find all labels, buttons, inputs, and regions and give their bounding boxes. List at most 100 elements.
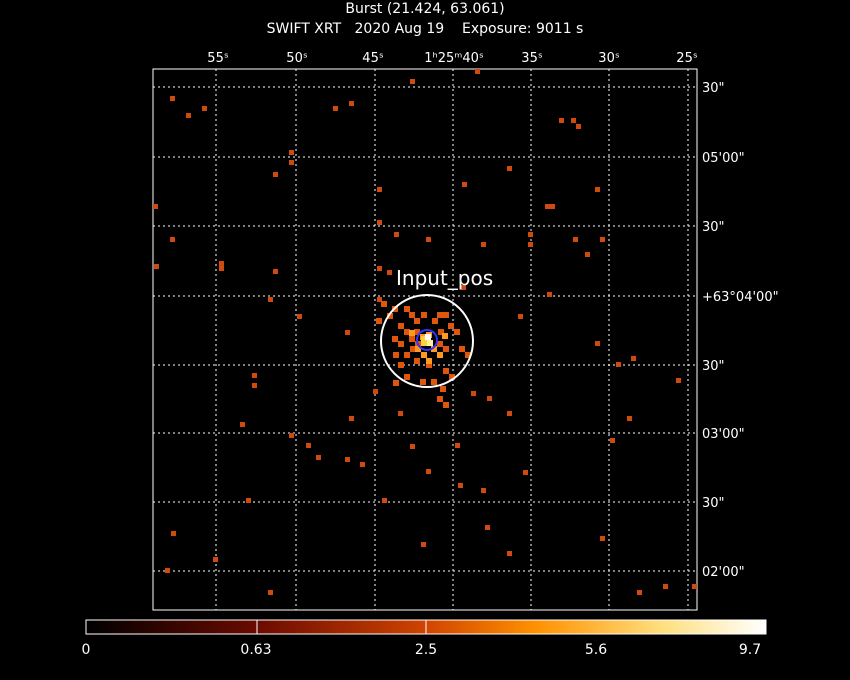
photon-pixel <box>692 584 697 589</box>
photon-pixel <box>373 389 378 394</box>
photon-pixel <box>153 204 158 209</box>
photon-pixel <box>186 113 191 118</box>
dec-tick-label: 03'00" <box>702 427 745 442</box>
photon-pixel <box>421 336 431 346</box>
photon-pixel <box>573 237 578 242</box>
ra-tick-label: 1ʰ25ᵐ40ˢ <box>424 51 484 66</box>
colorbar-label: 5.6 <box>584 642 608 658</box>
photon-pixel <box>306 443 311 448</box>
photon-pixel <box>170 96 175 101</box>
photon-pixel <box>404 329 410 335</box>
photon-pixel <box>421 352 427 358</box>
photon-pixel <box>550 204 555 209</box>
ra-tick-label: 35ˢ <box>521 51 543 66</box>
photon-pixel <box>404 306 410 312</box>
photon-pixel <box>398 411 403 416</box>
ra-tick-label: 55ˢ <box>207 51 229 66</box>
photon-pixel <box>219 261 224 266</box>
photon-pixel <box>432 318 438 324</box>
photon-pixel <box>437 341 443 347</box>
photon-pixel <box>268 590 273 595</box>
photon-pixel <box>507 551 512 556</box>
photon-pixel <box>559 118 564 123</box>
photon-pixel <box>289 160 294 165</box>
photon-pixel <box>268 297 273 302</box>
photon-pixel <box>458 483 463 488</box>
photon-pixel <box>345 457 350 462</box>
ra-tick-label: 45ˢ <box>362 51 384 66</box>
photon-pixel <box>481 242 486 247</box>
photon-events <box>153 69 697 595</box>
image-title: Burst (21.424, 63.061) <box>345 1 505 17</box>
photon-pixel <box>449 374 455 380</box>
photon-pixel <box>398 362 404 368</box>
photon-pixel <box>440 386 446 392</box>
image-subtitle: SWIFT XRT 2020 Aug 19 Exposure: 9011 s <box>266 21 584 37</box>
photon-pixel <box>252 373 257 378</box>
photon-pixel <box>459 346 465 352</box>
photon-pixel <box>437 396 443 402</box>
photon-pixel <box>443 312 449 318</box>
photon-pixel <box>576 124 581 129</box>
photon-pixel <box>523 470 528 475</box>
photon-pixel <box>410 444 415 449</box>
photon-pixel <box>404 374 410 380</box>
photon-pixel <box>377 220 382 225</box>
photon-pixel <box>360 462 365 467</box>
photon-pixel <box>381 301 387 307</box>
photon-pixel <box>471 391 476 396</box>
photon-pixel <box>316 455 321 460</box>
photon-pixel <box>507 166 512 171</box>
photon-pixel <box>349 416 354 421</box>
photon-pixel <box>485 525 490 530</box>
photon-pixel <box>376 318 382 324</box>
dec-tick-label: 02'00" <box>702 565 745 580</box>
photon-pixel <box>442 333 448 339</box>
dec-tick-label: 30" <box>702 359 725 374</box>
photon-pixel <box>443 368 449 374</box>
photon-pixel <box>431 346 437 352</box>
photon-pixel <box>571 118 576 123</box>
photon-pixel <box>377 187 382 192</box>
photon-pixel <box>252 383 257 388</box>
photon-pixel <box>398 341 404 347</box>
photon-pixel <box>349 101 354 106</box>
ra-tick-label: 25ˢ <box>676 51 698 66</box>
photon-pixel <box>487 396 492 401</box>
photon-pixel <box>420 379 426 385</box>
photon-pixel <box>202 106 207 111</box>
photon-pixel <box>170 237 175 242</box>
photon-pixel <box>377 266 382 271</box>
photon-pixel <box>165 568 170 573</box>
photon-pixel <box>394 232 399 237</box>
photon-pixel <box>154 264 159 269</box>
photon-pixel <box>410 79 415 84</box>
photon-pixel <box>393 380 399 386</box>
photon-pixel <box>676 378 681 383</box>
photon-pixel <box>585 252 590 257</box>
photon-pixel <box>246 498 251 503</box>
photon-pixel <box>392 336 398 342</box>
photon-pixel <box>393 352 399 358</box>
colorbar-label: 0.63 <box>240 642 272 658</box>
photon-pixel <box>481 488 486 493</box>
photon-pixel <box>426 358 432 364</box>
photon-pixel <box>382 498 387 503</box>
photon-pixel <box>409 336 415 342</box>
photon-pixel <box>528 232 533 237</box>
photon-pixel <box>273 172 278 177</box>
photon-pixel <box>333 106 338 111</box>
photon-pixel <box>637 590 642 595</box>
photon-pixel <box>171 531 176 536</box>
colorbar-label: 2.5 <box>414 642 438 658</box>
photon-pixel <box>431 379 437 385</box>
photon-pixel <box>421 542 426 547</box>
photon-pixel <box>437 312 443 318</box>
colorbar-label: 9.7 <box>738 642 762 658</box>
photon-pixel <box>595 341 600 346</box>
photon-pixel <box>427 340 433 346</box>
photon-pixel <box>421 312 427 318</box>
photon-pixel <box>465 352 471 358</box>
source-label: Input_pos <box>396 266 493 290</box>
input-position-circle <box>416 329 438 351</box>
